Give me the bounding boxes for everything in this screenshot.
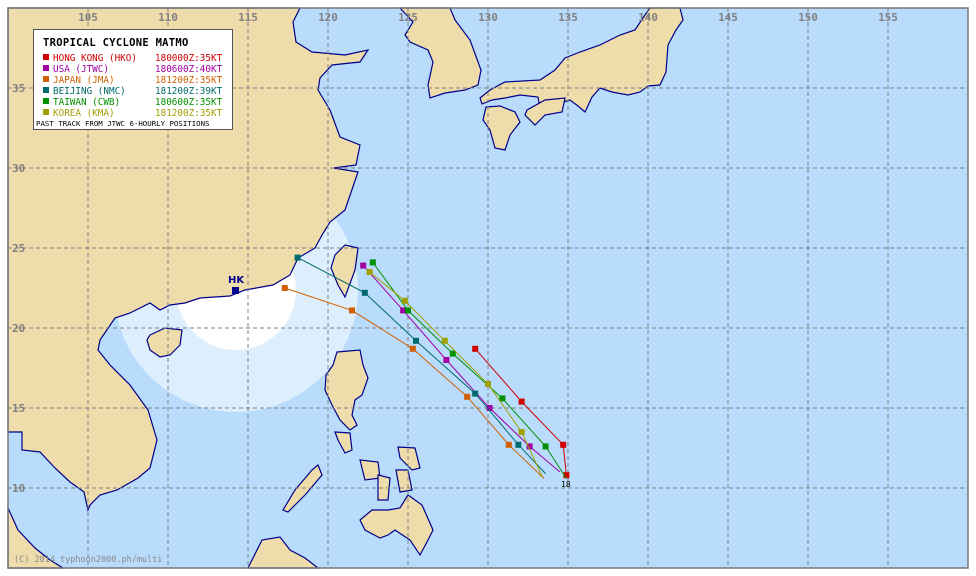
legend-row: TAIWAN (CWB) 180600Z:35KT <box>43 97 222 108</box>
track-point <box>518 398 525 405</box>
legend-swatch <box>43 54 49 60</box>
track-point <box>515 441 522 448</box>
track-point <box>369 259 376 266</box>
legend-swatch <box>43 109 49 115</box>
legend-row: BEIJING (NMC) 181200Z:39KT <box>43 86 222 97</box>
legend-agency: JAPAN (JMA) <box>53 75 115 86</box>
legend-advisory: 181200Z:39KT <box>155 86 223 97</box>
track-point <box>518 429 525 435</box>
latitude-label: 35 <box>12 82 25 95</box>
latitude-label: 25 <box>12 242 25 255</box>
latitude-label: 20 <box>12 322 25 335</box>
hong-kong-label: HK <box>228 275 245 286</box>
forecast-tracks <box>281 254 570 479</box>
legend-row: JAPAN (JMA) 181200Z:35KT <box>43 75 222 86</box>
track-point <box>361 289 368 296</box>
track-point <box>485 381 491 387</box>
legend-footer: PAST TRACK FROM JTWC 6-HOURLY POSITIONS <box>36 119 210 128</box>
track-point <box>366 269 373 275</box>
track-point <box>486 405 493 411</box>
track-point <box>400 307 407 314</box>
land-mindoro <box>334 431 353 454</box>
legend-row: HONG KONG (HKO) 180000Z:35KT <box>43 53 222 64</box>
legend-title: TROPICAL CYCLONE MATMO <box>43 37 189 49</box>
longitude-label: 105 <box>78 11 98 24</box>
track-line <box>474 348 567 476</box>
longitude-label: 150 <box>798 11 818 24</box>
land-negros <box>377 474 391 501</box>
latitude-label: 15 <box>12 402 25 415</box>
track-line <box>297 257 546 474</box>
legend-swatch <box>43 65 49 71</box>
track-point <box>472 345 479 352</box>
land-kyushu <box>482 105 521 151</box>
legend-agency: BEIJING (NMC) <box>53 86 126 97</box>
longitude-label: 135 <box>558 11 578 24</box>
land-honshu <box>479 7 684 113</box>
longitude-label: 155 <box>878 11 898 24</box>
track-point <box>413 337 419 344</box>
legend-swatch <box>43 76 49 82</box>
longitude-label: 130 <box>478 11 498 24</box>
land-samar <box>397 446 421 471</box>
track-line <box>369 271 543 478</box>
legend-advisory: 181200Z:35KT <box>155 108 223 119</box>
track-point <box>294 254 301 261</box>
longitude-label: 145 <box>718 11 738 24</box>
axis-labels: 105 110 115 120 125 130 135 140 145 150 155 35 30 25 2… <box>12 11 898 495</box>
track-point <box>349 307 355 314</box>
track-point <box>499 395 506 402</box>
track-point <box>409 345 416 352</box>
latitude-label: 30 <box>12 162 25 175</box>
track-line <box>362 265 561 473</box>
track-point <box>449 350 456 357</box>
legend-row: KOREA (KMA) 181200Z:35KT <box>43 108 222 119</box>
legend-swatch <box>43 98 49 104</box>
track-point <box>560 441 567 448</box>
latitude-label: 10 <box>12 482 25 495</box>
land-taiwan <box>330 244 359 299</box>
track-point <box>281 285 288 291</box>
map-frame <box>7 7 969 569</box>
land-shikoku <box>524 97 566 126</box>
land-mindanao <box>359 494 434 557</box>
track-point <box>505 441 512 448</box>
track-point <box>464 393 471 400</box>
track-point <box>563 472 570 479</box>
legend-row: USA (JTWC) 180600Z:40KT <box>43 64 222 75</box>
land-luzon <box>324 349 369 431</box>
track-point <box>526 443 533 450</box>
land-china-vietnam <box>7 7 370 513</box>
legend-advisory: 181200Z:35KT <box>155 75 223 86</box>
track-point <box>401 297 408 304</box>
legend-advisory: 180600Z:35KT <box>155 97 223 108</box>
longitude-label: 125 <box>398 11 418 24</box>
legend-agency: TAIWAN (CWB) <box>53 97 121 108</box>
track-point <box>472 390 479 397</box>
longitude-label: 110 <box>158 11 178 24</box>
longitude-label: 120 <box>318 11 338 24</box>
legend-agency: KOREA (KMA) <box>53 108 115 119</box>
legend-advisory: 180600Z:40KT <box>155 64 223 75</box>
track-point <box>360 262 367 269</box>
legend-agency: USA (JTWC) <box>53 64 109 75</box>
legend-advisory: 180000Z:35KT <box>155 53 223 64</box>
track-point <box>441 337 448 344</box>
longitude-label: 140 <box>638 11 658 24</box>
landmasses <box>7 7 684 569</box>
current-position-label: 18 <box>561 480 571 489</box>
longitude-label: 115 <box>238 11 258 24</box>
track-line <box>284 287 545 479</box>
copyright-text: (C) 2014 typhoon2000.ph/multi <box>14 555 163 565</box>
legend: TROPICAL CYCLONE MATMO HONG KONG (HKO) 18… <box>33 29 233 130</box>
track-point <box>405 307 411 314</box>
track-point <box>542 443 549 450</box>
track-point <box>443 357 450 363</box>
legend-agency: HONG KONG (HKO) <box>53 53 137 64</box>
hong-kong-marker <box>232 287 239 294</box>
legend-swatch <box>43 87 49 93</box>
land-hainan <box>146 327 183 358</box>
